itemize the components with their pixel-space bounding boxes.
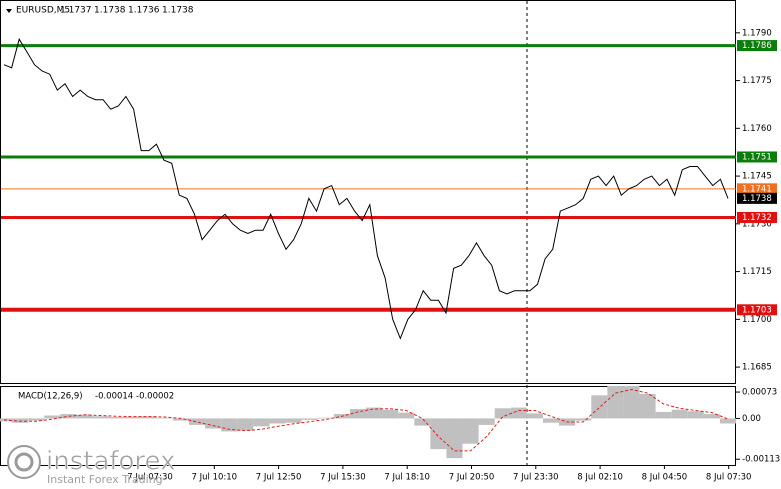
macd-frame — [0, 386, 736, 466]
macd-bar — [108, 416, 125, 419]
macd-bar — [189, 418, 206, 425]
y-tick-label: 0.00073 — [742, 388, 777, 398]
macd-bar — [526, 413, 543, 419]
macd-signal-value: -0.00002 — [136, 392, 174, 402]
level-label: 1.1741 — [742, 184, 772, 194]
macd-bar — [44, 415, 61, 419]
x-tick-label: 7 Jul 18:10 — [384, 473, 430, 483]
price-tag — [737, 192, 777, 204]
macd-bar — [205, 418, 222, 429]
macd-title: MACD(12,26,9) — [18, 392, 83, 402]
current-price: 1.1738 — [742, 194, 772, 204]
macd-bar — [671, 409, 688, 419]
x-tick-label: 7 Jul 23:30 — [513, 473, 559, 483]
macd-bar — [124, 416, 141, 419]
macd-bar — [140, 416, 157, 419]
y-tick-label: 1.1760 — [742, 124, 772, 134]
logo-icon — [7, 445, 41, 479]
macd-bar — [639, 393, 656, 419]
ohlc-value: 1.1738 — [94, 6, 126, 16]
symbol-arrow — [6, 9, 12, 13]
x-tick-label: 8 Jul 07:30 — [706, 473, 752, 483]
x-tick-label: 8 Jul 02:10 — [577, 473, 623, 483]
ohlc-value: 1.1738 — [162, 6, 194, 16]
level-tag — [737, 304, 777, 316]
macd-bar — [430, 418, 447, 450]
macd-bar — [575, 418, 592, 421]
x-tick-label: 7 Jul 15:30 — [320, 473, 366, 483]
price-line — [3, 37, 729, 340]
y-tick-label: 1.1775 — [742, 76, 772, 86]
macd-bar — [591, 395, 608, 419]
y-tick-label: 1.1700 — [742, 315, 772, 325]
macd-bar — [623, 385, 640, 419]
level-label: 1.1732 — [742, 213, 772, 223]
macd-bar — [76, 414, 93, 419]
ohlc-value: 1.1737 — [60, 6, 92, 16]
x-tick-label: 7 Jul 10:10 — [192, 473, 238, 483]
level-tag — [737, 183, 777, 195]
main-frame — [0, 0, 736, 384]
macd-bar — [687, 411, 704, 419]
level-tag — [737, 151, 777, 163]
macd-bar — [414, 418, 431, 426]
logo-brand: instaforex — [46, 447, 175, 477]
y-tick-label: -0.00113 — [742, 455, 780, 465]
macd-bar — [382, 409, 399, 419]
macd-bar — [317, 417, 334, 419]
macd-bar — [494, 408, 511, 419]
level-label: 1.1703 — [742, 305, 772, 315]
macd-bar — [253, 418, 270, 427]
y-tick-label: 0.00 — [742, 414, 761, 424]
macd-bar — [655, 411, 672, 419]
macd-bar — [542, 418, 560, 423]
symbol: EURUSD,M5 — [16, 6, 70, 16]
macd-bar — [237, 418, 254, 431]
y-tick-label: 1.1715 — [742, 267, 772, 277]
macd-bar — [172, 418, 190, 421]
y-tick-label: 1.1730 — [742, 219, 772, 229]
macd-bar — [60, 414, 77, 419]
macd-bar — [12, 418, 29, 423]
x-tick-label: 7 Jul 20:50 — [449, 473, 495, 483]
y-tick-label: 1.1685 — [742, 363, 772, 373]
macd-bar — [301, 418, 318, 420]
macd-bar — [92, 416, 109, 419]
logo: instaforex Instant Forex Trading — [7, 445, 176, 486]
macd-bar — [269, 418, 286, 424]
macd-bar — [462, 418, 479, 444]
logo-tagline: Instant Forex Trading — [47, 473, 163, 486]
macd-bar — [285, 418, 302, 423]
macd-bar — [703, 414, 720, 419]
x-tick-label: 7 Jul 12:50 — [256, 473, 302, 483]
macd-bar — [446, 418, 463, 459]
level-tag — [737, 40, 777, 52]
y-tick-label: 1.1745 — [742, 172, 772, 182]
macd-bar — [478, 418, 495, 425]
macd-bar — [28, 418, 45, 421]
x-tick-label: 8 Jul 04:50 — [642, 473, 688, 483]
ohlc-value: 1.1736 — [128, 6, 160, 16]
logo-icon-inner — [14, 452, 34, 472]
signal-line — [3, 388, 729, 452]
macd-bar — [510, 407, 527, 419]
level-label: 1.1751 — [742, 152, 772, 162]
y-tick-label: 1.1790 — [742, 28, 772, 38]
level-tag — [737, 211, 777, 223]
macd-bar — [156, 417, 173, 419]
macd-bar — [398, 412, 415, 419]
macd-hist-value: -0.00014 — [95, 392, 133, 402]
macd-bar — [366, 407, 383, 419]
macd-bar — [607, 385, 624, 419]
macd-bar — [719, 418, 737, 424]
macd-bar — [349, 409, 366, 419]
x-tick-label: 7 Jul 07:30 — [127, 473, 173, 483]
level-label: 1.1786 — [742, 41, 772, 51]
